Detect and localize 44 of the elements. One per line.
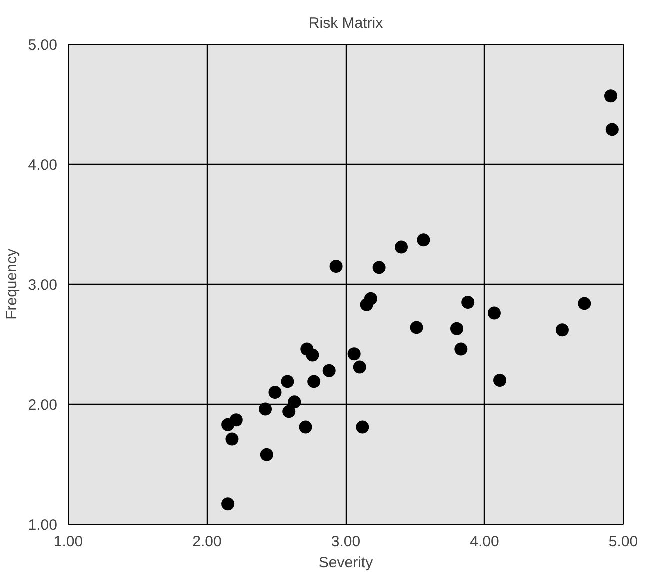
y-tick-label: 3.00 [28, 277, 58, 294]
x-tick-label: 5.00 [608, 534, 638, 550]
point [322, 364, 336, 378]
x-tick-label: 4.00 [470, 534, 500, 550]
point [578, 297, 592, 310]
x-tick-label: 1.00 [54, 534, 84, 550]
point [410, 321, 424, 334]
y-axis-title: Frequency [3, 248, 20, 320]
point [268, 386, 282, 399]
point [604, 90, 618, 103]
point [282, 405, 296, 418]
y-tick-label: 2.00 [28, 397, 58, 414]
point [288, 396, 302, 409]
point [226, 432, 239, 446]
point [259, 402, 272, 416]
y-tick-label: 5.00 [28, 37, 58, 54]
point [450, 322, 464, 336]
point [372, 261, 386, 274]
x-tick-label: 3.00 [331, 534, 361, 550]
point [306, 348, 320, 362]
point [462, 296, 475, 309]
point [356, 420, 370, 434]
y-tick-label: 1.00 [28, 517, 58, 534]
point [606, 123, 619, 136]
point [417, 234, 430, 247]
point [308, 375, 321, 388]
x-axis-title: Severity [318, 554, 374, 572]
chart-title: Risk Matrix [308, 15, 384, 32]
point [454, 342, 468, 356]
point [360, 298, 374, 312]
point [299, 420, 312, 434]
y-tick-label: 4.00 [28, 157, 58, 174]
point [494, 374, 507, 387]
point [488, 306, 501, 320]
point [222, 498, 235, 511]
point [330, 260, 343, 273]
point [348, 348, 361, 361]
point [281, 375, 294, 388]
point [260, 448, 274, 462]
point [222, 418, 235, 432]
point [395, 240, 408, 254]
point [556, 324, 569, 337]
x-tick-label: 2.00 [192, 534, 222, 550]
point [353, 360, 366, 374]
